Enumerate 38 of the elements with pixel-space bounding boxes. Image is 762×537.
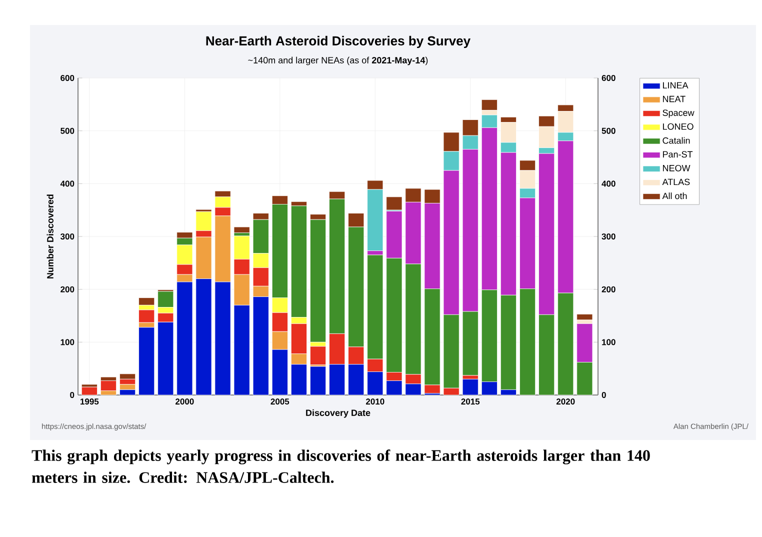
y-tick-label: 0 <box>70 392 74 398</box>
legend-label: NEOW <box>663 164 690 172</box>
chart-subtitle: ~140m and larger NEAs (as of 2021-May-14) <box>248 56 428 66</box>
y2-tick-label: 0 <box>602 392 606 398</box>
y-tick-label: 300 <box>60 233 74 240</box>
y-tick-label: 600 <box>60 74 74 81</box>
x-tick-label: 2010 <box>366 398 384 405</box>
y-tick-label: 500 <box>60 128 74 134</box>
legend-label: All oth <box>662 192 687 200</box>
y2-tick-label: 400 <box>602 180 616 187</box>
x-tick-label: 2020 <box>556 398 575 405</box>
bar <box>138 298 155 306</box>
chart-title: Near-Earth Asteroid Discoveries by Survey <box>206 36 470 48</box>
bar <box>234 226 250 233</box>
legend-label: Spacew <box>662 110 694 118</box>
legend-label: NEAT <box>663 96 686 102</box>
legend-label: LONEO <box>663 123 694 130</box>
bar <box>576 314 593 320</box>
legend-label: LINEA <box>663 82 688 88</box>
y2-tick-label: 200 <box>602 286 616 292</box>
legend-label: Pan-ST <box>663 151 693 158</box>
x-tick-label: 1995 <box>80 398 99 405</box>
bar <box>481 99 498 110</box>
y2-tick-label: 600 <box>602 74 616 81</box>
y-tick-label: 400 <box>60 180 74 187</box>
y2-tick-label: 100 <box>602 339 616 346</box>
y2-tick-label: 300 <box>602 233 616 240</box>
x-tick-label: 2000 <box>176 398 194 405</box>
x-tick-label: 2015 <box>461 398 480 405</box>
y2-tick-label: 500 <box>602 128 616 134</box>
y-tick-label: 200 <box>60 286 74 292</box>
x-tick-label: 2005 <box>270 398 290 405</box>
x-axis-title: Discovery Date <box>306 409 370 418</box>
legend-label: Catalin <box>662 137 690 144</box>
y-axis-title: Number Discovered <box>46 194 54 278</box>
legend-label: ATLAS <box>662 178 690 186</box>
text: This graph depicts yearly progress in discoveries of near-Earth asteroids larger than 140 meters in size. Credit: NASA/JPL-Caltech. <box>32 450 650 484</box>
y-tick-label: 100 <box>60 339 74 346</box>
